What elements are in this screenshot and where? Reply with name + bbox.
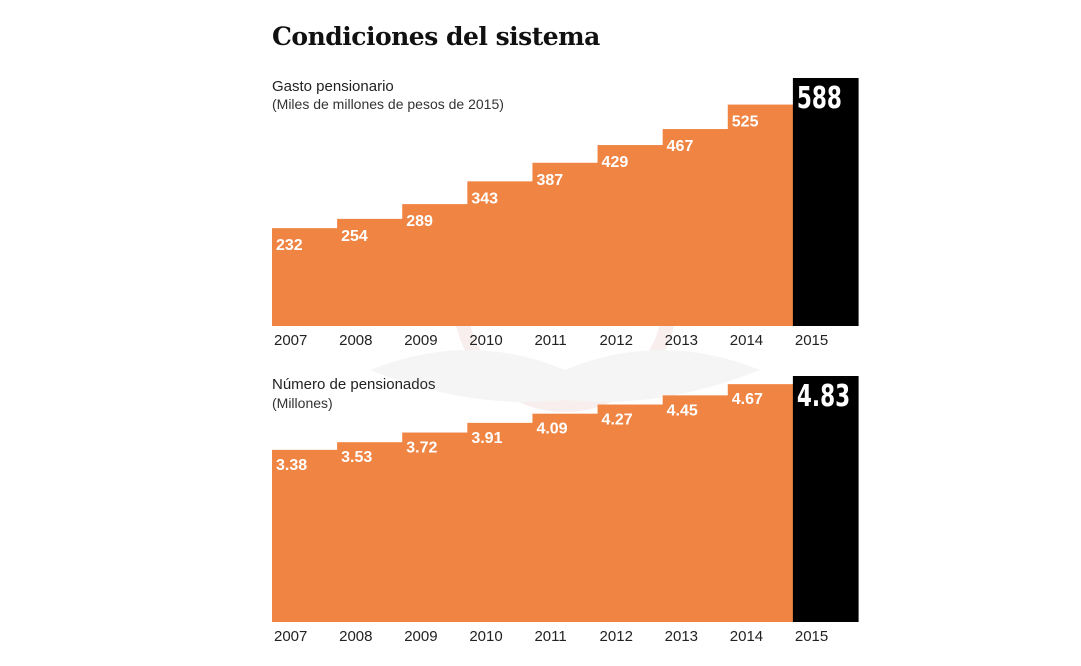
data-label-2011: 4.09	[536, 421, 567, 438]
x-tick-2007: 2007	[274, 628, 307, 645]
x-tick-2009: 2009	[404, 332, 437, 349]
chart-numero-pensionados: 3.38 2007 3.53 2008 3.72 2009 3.91 2010 4.09 2011…	[272, 376, 859, 645]
x-tick-2012: 2012	[600, 628, 633, 645]
chart1-subtitle: (Miles de millones de pesos de 2015)	[272, 96, 504, 112]
x-tick-2012: 2012	[600, 332, 633, 349]
data-label-2013: 467	[667, 138, 694, 155]
data-label-2009: 3.72	[406, 440, 437, 457]
bar-2007	[272, 449, 338, 622]
x-tick-2008: 2008	[339, 332, 372, 349]
data-label-2015: 588	[797, 81, 842, 115]
x-tick-2009: 2009	[404, 628, 437, 645]
data-label-2007: 3.38	[276, 457, 307, 474]
bar-2014	[727, 384, 794, 622]
bar-2010	[467, 422, 534, 622]
x-tick-2015: 2015	[795, 628, 828, 645]
data-label-2010: 3.91	[471, 430, 502, 447]
x-tick-2015: 2015	[795, 332, 828, 349]
x-tick-2014: 2014	[730, 332, 763, 349]
bar-2015	[792, 376, 859, 622]
data-label-2013: 4.45	[667, 402, 698, 419]
bar-2014	[727, 104, 794, 326]
bar-2012	[597, 145, 664, 326]
bar-2008	[337, 218, 403, 326]
bar-2011	[532, 413, 599, 622]
chart-gasto-pensionario: 232 2007 254 2008 289 2009 343 2010 387 2011 429 20…	[272, 78, 859, 349]
data-label-2011: 387	[536, 172, 563, 189]
bar-2011	[532, 162, 599, 326]
x-tick-2013: 2013	[665, 332, 698, 349]
chart2-title: Número de pensionados	[272, 376, 436, 393]
bar-2012	[597, 404, 664, 622]
data-label-2010: 343	[471, 190, 498, 207]
x-tick-2011: 2011	[534, 628, 566, 645]
data-label-2015: 4.83	[797, 379, 850, 413]
x-tick-2007: 2007	[274, 332, 307, 349]
bar-2009	[402, 204, 468, 326]
bar-2007	[272, 228, 338, 326]
page-title: Condiciones del sistema	[272, 22, 600, 51]
data-label-2008: 254	[341, 228, 368, 245]
bar-2013	[662, 395, 729, 622]
data-label-2012: 4.27	[602, 412, 633, 429]
data-label-2009: 289	[406, 213, 433, 230]
bar-2013	[662, 129, 729, 326]
chart1-title: Gasto pensionario	[272, 78, 394, 95]
x-tick-2013: 2013	[665, 628, 698, 645]
x-tick-2008: 2008	[339, 628, 372, 645]
bar-2009	[402, 432, 468, 622]
data-label-2014: 525	[732, 114, 759, 131]
bar-2008	[337, 442, 403, 622]
data-label-2012: 429	[602, 154, 629, 171]
data-label-2007: 232	[276, 237, 303, 254]
data-label-2014: 4.67	[732, 391, 763, 408]
chart2-subtitle: (Millones)	[272, 395, 333, 411]
data-label-2008: 3.53	[341, 449, 372, 466]
x-tick-2011: 2011	[534, 332, 566, 349]
x-tick-2014: 2014	[730, 628, 763, 645]
bar-2015	[792, 78, 859, 326]
x-tick-2010: 2010	[469, 628, 502, 645]
x-tick-2010: 2010	[469, 332, 502, 349]
bar-2010	[467, 181, 534, 326]
